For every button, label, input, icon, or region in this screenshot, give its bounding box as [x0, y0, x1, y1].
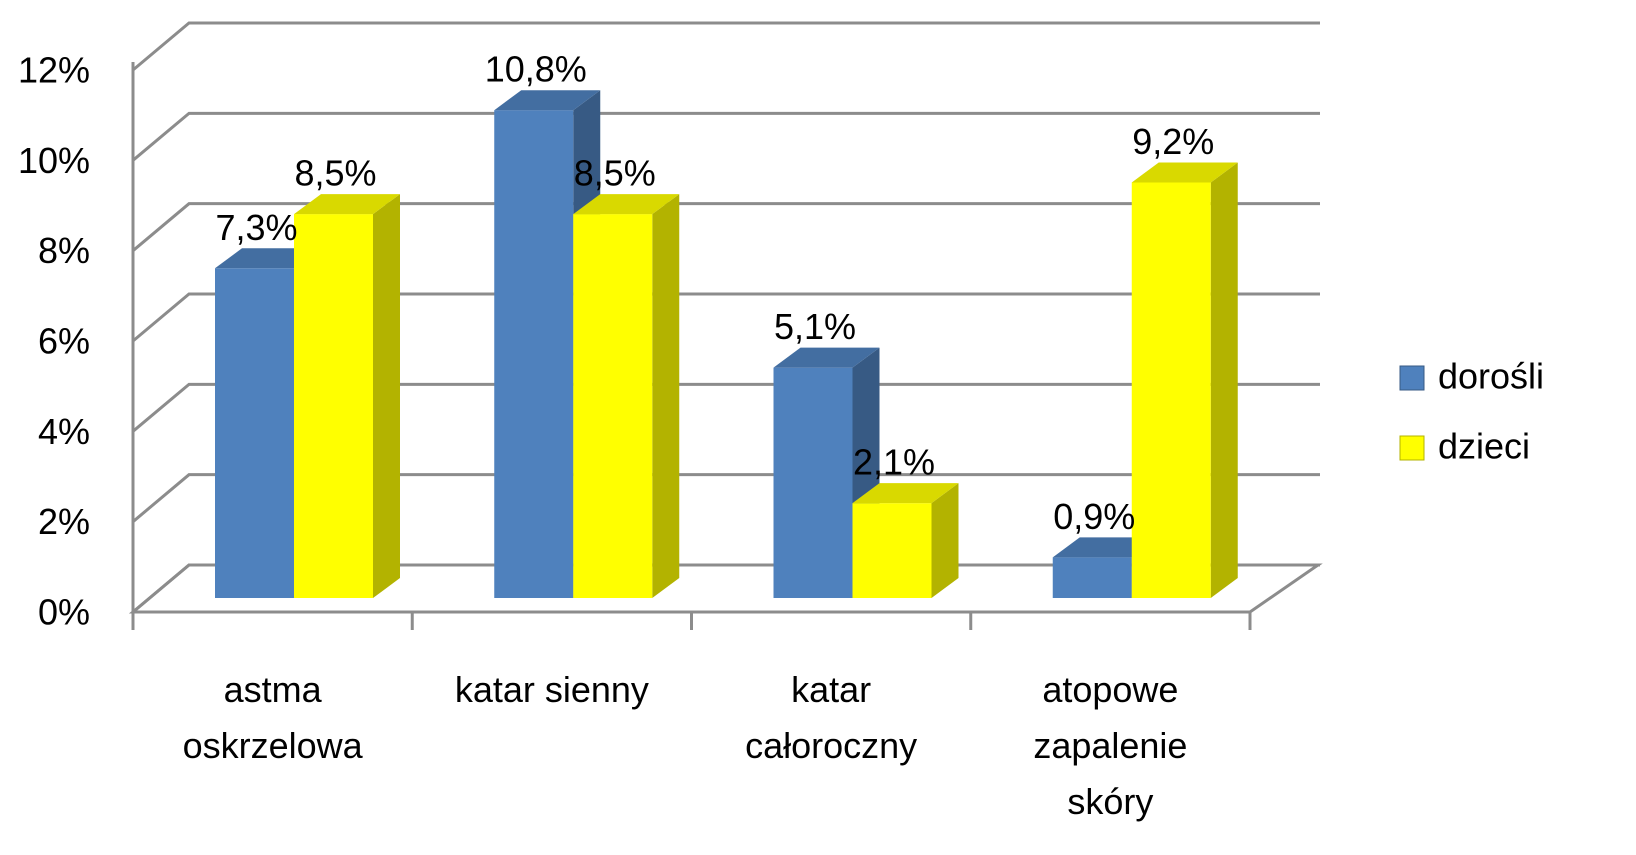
bar [1052, 557, 1132, 598]
bar-side [652, 194, 680, 599]
bar [573, 214, 653, 599]
y-tick-label: 4% [38, 411, 90, 452]
legend-swatch [1399, 435, 1425, 461]
data-label: 0,9% [1053, 496, 1135, 537]
y-tick-label: 12% [18, 50, 90, 91]
grid-line [132, 21, 1320, 72]
bar [852, 503, 932, 598]
data-label: 7,3% [215, 207, 297, 248]
bar-side [931, 483, 959, 598]
data-label: 8,5% [574, 153, 656, 194]
y-tick-label: 8% [38, 230, 90, 271]
data-label: 10,8% [485, 49, 587, 90]
y-tick-label: 0% [38, 592, 90, 633]
grid-line [132, 202, 1320, 252]
y-tick-label: 6% [38, 321, 90, 362]
legend-label: dorośli [1438, 356, 1544, 397]
legend-label: dzieci [1438, 426, 1530, 467]
x-tick-label: astma oskrzelowa [182, 669, 363, 766]
bar [294, 214, 373, 599]
bar-top [773, 347, 880, 368]
x-tick-label: katar całoroczny [745, 669, 918, 766]
bar-top [573, 194, 680, 215]
bar-side [373, 194, 400, 599]
grid-line [132, 111, 1320, 162]
bar [1131, 182, 1211, 598]
data-label: 9,2% [1132, 121, 1214, 162]
bar-side [1210, 162, 1238, 598]
bar [215, 268, 294, 598]
bar-top [294, 194, 400, 215]
bar-top [852, 483, 959, 504]
x-tick-label: katar sienny [454, 669, 649, 710]
y-tick-label: 10% [18, 140, 90, 181]
data-label: 2,1% [853, 442, 935, 483]
data-label: 5,1% [774, 306, 856, 347]
grid-line [132, 473, 1320, 523]
bar [773, 367, 853, 598]
bar-top [1131, 162, 1238, 183]
y-tick-label: 2% [38, 501, 90, 542]
grid-line [132, 292, 1320, 343]
bar [494, 110, 574, 598]
bar-top [494, 90, 601, 111]
legend-swatch [1399, 365, 1425, 391]
data-label: 8,5% [294, 153, 376, 194]
x-tick-label: atopowe zapalenie skóry [1033, 669, 1188, 822]
grid-line [132, 382, 1320, 433]
